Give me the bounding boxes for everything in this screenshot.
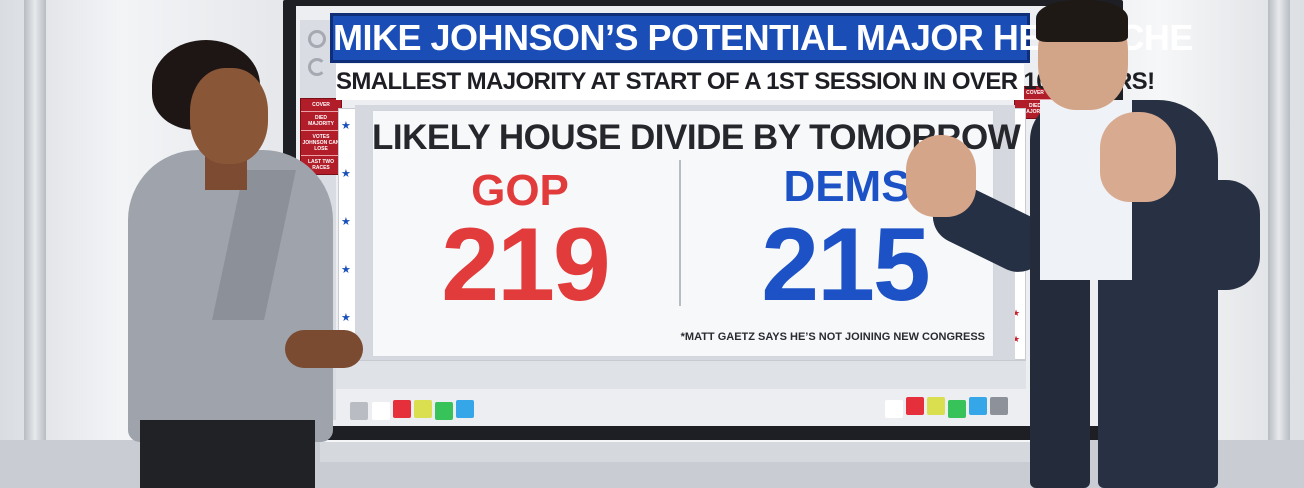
menu-item-died-majority-right[interactable]: DIED MAJORITY <box>1022 103 1048 115</box>
display-stand <box>320 440 1030 462</box>
swatch-red[interactable] <box>906 397 924 415</box>
presenter-right-hand-left <box>906 135 976 217</box>
studio-pillar-left <box>24 0 46 488</box>
swatch-blue[interactable] <box>969 397 987 415</box>
card-title: LIKELY HOUSE DIVIDE BY TOMORROW <box>372 118 1021 157</box>
house-divide-card <box>372 110 994 357</box>
swatch-green[interactable] <box>435 402 453 420</box>
gop-label: GOP <box>471 166 569 215</box>
swatch-white[interactable] <box>372 402 390 420</box>
studio-pillar-right <box>1268 0 1290 488</box>
side-menu-left: COVER DIED MAJORITY VOTES JOHNSON CAN LO… <box>300 98 342 175</box>
menu-item-last-two-races[interactable]: LAST TWO RACES <box>307 159 335 171</box>
subheadline-banner: SMALLEST MAJORITY AT START OF A 1ST SESS… <box>336 64 1155 100</box>
swatch-blue[interactable] <box>456 400 474 418</box>
card-footnote: *MATT GAETZ SAYS HE’S NOT JOINING NEW CO… <box>680 331 985 343</box>
menu-item-cover-right[interactable]: COVER <box>1015 87 1055 100</box>
swatch-gray[interactable] <box>350 402 368 420</box>
star-icon: ★ <box>341 264 351 276</box>
presenter-right-hair <box>1036 0 1128 42</box>
star-icon: ★ <box>341 312 351 324</box>
presenter-left-hands <box>285 330 363 368</box>
swatch-gray[interactable] <box>990 397 1008 415</box>
presenter-left-pants <box>140 420 315 488</box>
headline-banner: MIKE JOHNSON’S POTENTIAL MAJOR HEADACHE <box>330 13 1193 63</box>
swatch-red[interactable] <box>393 400 411 418</box>
star-icon: ★ <box>1012 334 1021 344</box>
star-icon: ★ <box>341 216 351 228</box>
presenter-right-arm-right <box>1170 180 1260 290</box>
display-toolbar <box>336 360 1026 389</box>
menu-item-died-majority[interactable]: DIED MAJORITY <box>301 112 341 131</box>
menu-item-cover[interactable]: COVER <box>301 99 341 112</box>
presenter-left-face <box>190 68 268 164</box>
swatch-green[interactable] <box>948 400 966 418</box>
swatch-yellow[interactable] <box>414 400 432 418</box>
gop-seat-count: 219 <box>441 207 611 323</box>
swatch-yellow[interactable] <box>927 397 945 415</box>
star-icon: ★ <box>341 168 351 180</box>
dems-seat-count: 215 <box>761 207 931 323</box>
card-divider <box>679 160 681 306</box>
presenter-right-hand-right <box>1100 112 1176 202</box>
dems-label: DEMS <box>783 162 911 211</box>
refresh-icon[interactable] <box>308 58 326 76</box>
swatch-white[interactable] <box>885 400 903 418</box>
star-icon: ★ <box>1012 308 1021 318</box>
star-icon: ★ <box>341 120 351 132</box>
menu-item-votes-johnson-can-lose[interactable]: VOTES JOHNSON CAN LOSE <box>301 131 341 156</box>
gear-icon[interactable] <box>308 30 326 48</box>
